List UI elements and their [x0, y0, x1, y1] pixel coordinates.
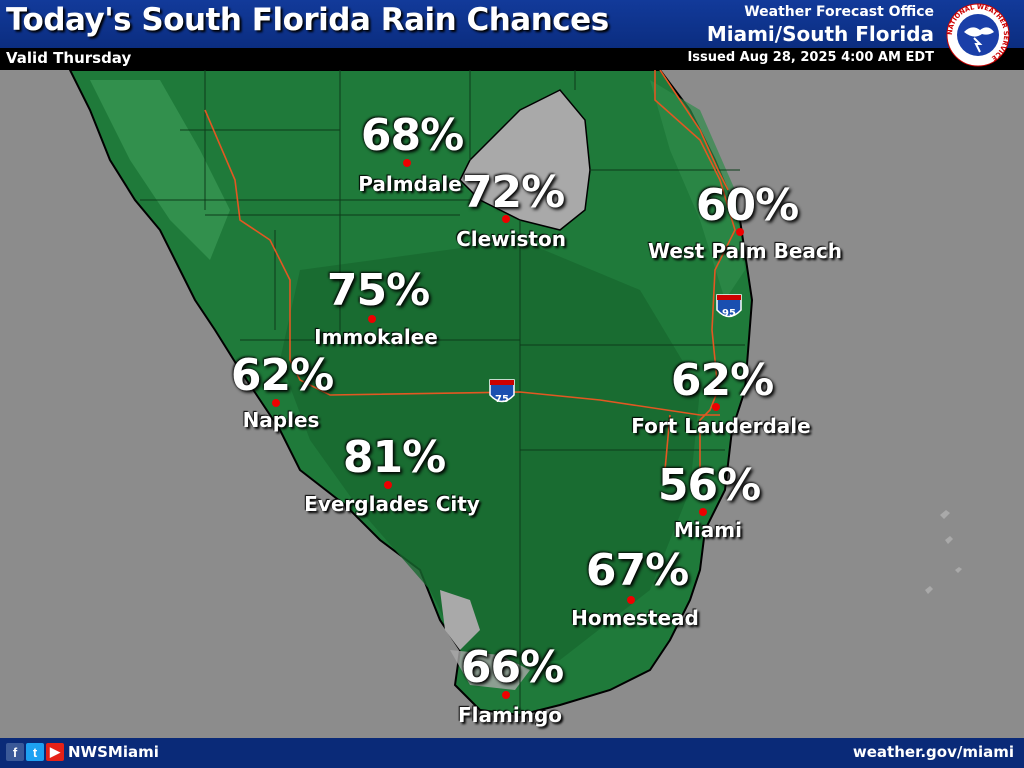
city-label-everglades-city: Everglades City [304, 492, 480, 516]
city-dot [699, 508, 707, 516]
city-label-west-palm-beach: West Palm Beach [647, 239, 843, 263]
city-label-naples: Naples [242, 408, 320, 432]
city-dot [736, 228, 744, 236]
city-label-homestead: Homestead [571, 606, 699, 630]
rain-chance-fort-lauderdale: 62% [670, 355, 774, 406]
city-dot [272, 399, 280, 407]
interstate-75-label: 75 [495, 394, 509, 405]
city-dot [403, 159, 411, 167]
website-link[interactable]: weather.gov/miami [852, 743, 1014, 761]
rain-chance-naples: 62% [230, 350, 334, 401]
city-label-immokalee: Immokalee [314, 325, 438, 349]
city-dot [384, 481, 392, 489]
twitter-icon[interactable]: t [26, 743, 44, 761]
city-dot [627, 596, 635, 604]
wfo-label: Weather Forecast Office [744, 4, 934, 20]
city-label-miami: Miami [674, 518, 742, 542]
rain-chance-palmdale: 68% [360, 110, 464, 161]
interstate-75-shield: 75 [489, 379, 515, 405]
city-dot [502, 215, 510, 223]
city-label-palmdale: Palmdale [358, 172, 462, 196]
footer-bar [0, 738, 1024, 768]
city-dot [368, 315, 376, 323]
city-label-flamingo: Flamingo [457, 703, 563, 727]
valid-bar [0, 48, 1024, 70]
rain-chance-miami: 56% [657, 460, 761, 511]
rain-chance-everglades-city: 81% [342, 432, 446, 483]
city-label-clewiston: Clewiston [456, 227, 566, 251]
header-bar [0, 0, 1024, 70]
city-dot [502, 691, 510, 699]
facebook-icon[interactable]: f [6, 743, 24, 761]
title-bar [0, 0, 1024, 48]
valid-day: Valid Thursday [6, 49, 132, 67]
rain-chance-clewiston: 72% [461, 167, 565, 218]
rain-chance-flamingo: 66% [460, 642, 564, 693]
nws-logo[interactable]: NATIONAL WEATHER SERVICE [940, 2, 1016, 68]
page-title: Today's South Florida Rain Chances [6, 2, 609, 38]
city-dot [712, 403, 720, 411]
issued-time: Issued Aug 28, 2025 4:00 AM EDT [687, 50, 934, 65]
rain-chance-west-palm-beach: 60% [695, 180, 799, 231]
city-label-fort-lauderdale: Fort Lauderdale [631, 414, 811, 438]
interstate-95-label: 95 [722, 308, 736, 319]
social-links: f t ▶ [6, 743, 64, 761]
rain-chance-immokalee: 75% [326, 265, 430, 316]
interstate-95-shield: 95 [716, 294, 742, 319]
social-handle[interactable]: NWSMiami [68, 743, 159, 761]
rain-chance-homestead: 67% [585, 545, 689, 596]
rain-chance-map: 75 95 [0, 70, 1024, 738]
youtube-icon[interactable]: ▶ [46, 743, 64, 761]
lake-okeechobee [459, 89, 591, 231]
wfo-name: Miami/South Florida [706, 22, 934, 46]
